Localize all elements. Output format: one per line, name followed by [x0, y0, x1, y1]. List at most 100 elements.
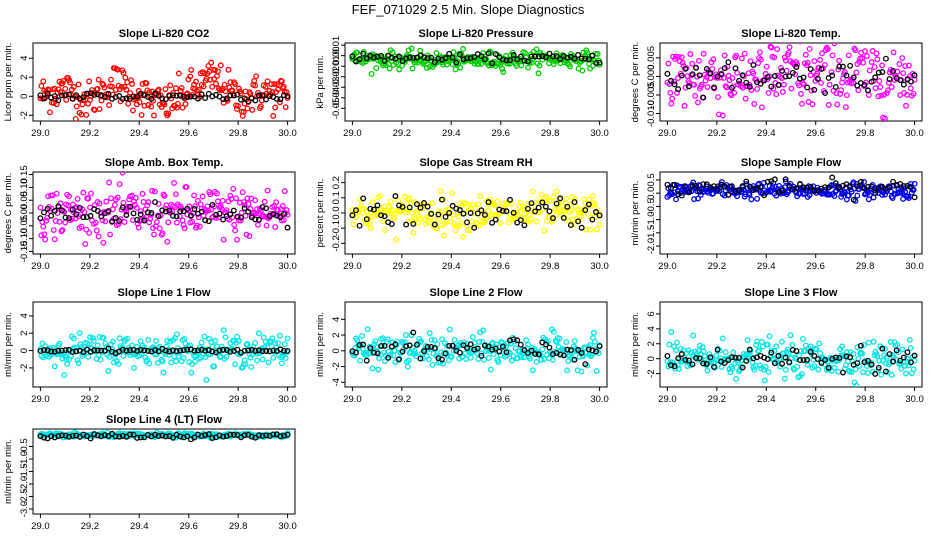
data-point [872, 85, 879, 92]
data-point [214, 68, 221, 75]
reference-point [442, 350, 449, 357]
reference-point [119, 95, 126, 102]
reference-point [732, 188, 739, 195]
reference-point [893, 347, 900, 354]
reference-point [123, 212, 130, 218]
reference-point [230, 92, 237, 99]
data-point [754, 195, 761, 202]
reference-point [184, 433, 191, 440]
reference-point [270, 431, 277, 438]
data-point [853, 69, 860, 76]
data-point [278, 78, 285, 85]
data-point [80, 351, 87, 357]
reference-point [66, 215, 73, 222]
reference-point [252, 216, 259, 223]
data-point [126, 196, 133, 203]
reference-point [98, 213, 105, 220]
data-point [757, 49, 763, 56]
reference-point [112, 214, 119, 221]
y-tick-label: -1.5 [646, 225, 657, 241]
reference-point [406, 54, 413, 61]
data-point [50, 227, 57, 233]
data-point [824, 46, 831, 52]
data-point [63, 96, 70, 103]
reference-point [73, 92, 80, 99]
data-point [674, 339, 680, 346]
reference-point [403, 221, 410, 228]
data-point [272, 104, 279, 111]
data-point [47, 351, 54, 358]
data-point [40, 223, 47, 230]
y-axis-label: ml/min per min. [630, 181, 641, 246]
data-point [452, 66, 459, 73]
reference-point [180, 347, 187, 353]
reference-point [872, 74, 879, 81]
data-point [116, 335, 123, 342]
data-point [221, 81, 228, 88]
y-axis-label: ml/min per min. [3, 312, 14, 377]
reference-point [410, 329, 417, 336]
reference-point [421, 54, 428, 61]
reference-point [281, 92, 287, 99]
data-point [205, 62, 212, 69]
data-point [199, 193, 206, 200]
reference-point [761, 192, 768, 199]
reference-point [363, 216, 370, 223]
data-point [145, 199, 152, 206]
x-tick-label: 29.0 [31, 521, 50, 532]
reference-point [245, 208, 252, 215]
reference-point [431, 221, 438, 228]
data-point [83, 226, 90, 233]
reference-point [130, 210, 137, 217]
data-point [404, 363, 411, 370]
data-point [175, 70, 182, 77]
data-point [129, 81, 135, 87]
reference-point [388, 54, 395, 61]
data-point [100, 239, 107, 246]
data-point [907, 85, 914, 92]
reference-point [66, 433, 73, 440]
reference-point [789, 346, 796, 353]
plot-frame [659, 301, 923, 388]
data-point [380, 218, 386, 225]
data-point [431, 337, 438, 344]
reference-point [439, 356, 445, 363]
reference-point [413, 201, 420, 208]
data-point [773, 91, 780, 98]
data-point [213, 80, 219, 87]
data-point [742, 191, 749, 198]
data-point [758, 104, 765, 111]
reference-point [281, 347, 287, 354]
data-point [736, 80, 743, 87]
scatter-points [349, 326, 603, 375]
data-point [681, 102, 688, 109]
reference-point [829, 174, 836, 181]
data-point [174, 100, 181, 107]
data-point [227, 192, 234, 199]
reference-point [130, 346, 137, 353]
reference-point [850, 196, 857, 203]
reference-point [456, 207, 463, 214]
data-point [413, 353, 420, 360]
data-point [590, 329, 597, 336]
reference-point [263, 205, 270, 212]
data-point [143, 80, 150, 87]
data-point [527, 216, 534, 223]
reference-point [234, 213, 241, 220]
data-point [691, 196, 698, 203]
reference-point [890, 358, 897, 365]
y-tick-label: 0.1 [331, 191, 342, 204]
reference-point [825, 364, 832, 371]
data-point [261, 198, 268, 205]
data-point [408, 45, 415, 52]
reference-point [460, 210, 467, 217]
reference-point [764, 73, 771, 80]
reference-point [119, 204, 126, 211]
data-point [201, 333, 208, 340]
data-point [234, 236, 240, 243]
data-point [153, 219, 160, 225]
data-point [731, 89, 738, 96]
reference-point [431, 345, 438, 352]
data-point [410, 229, 417, 236]
data-point [746, 191, 753, 198]
